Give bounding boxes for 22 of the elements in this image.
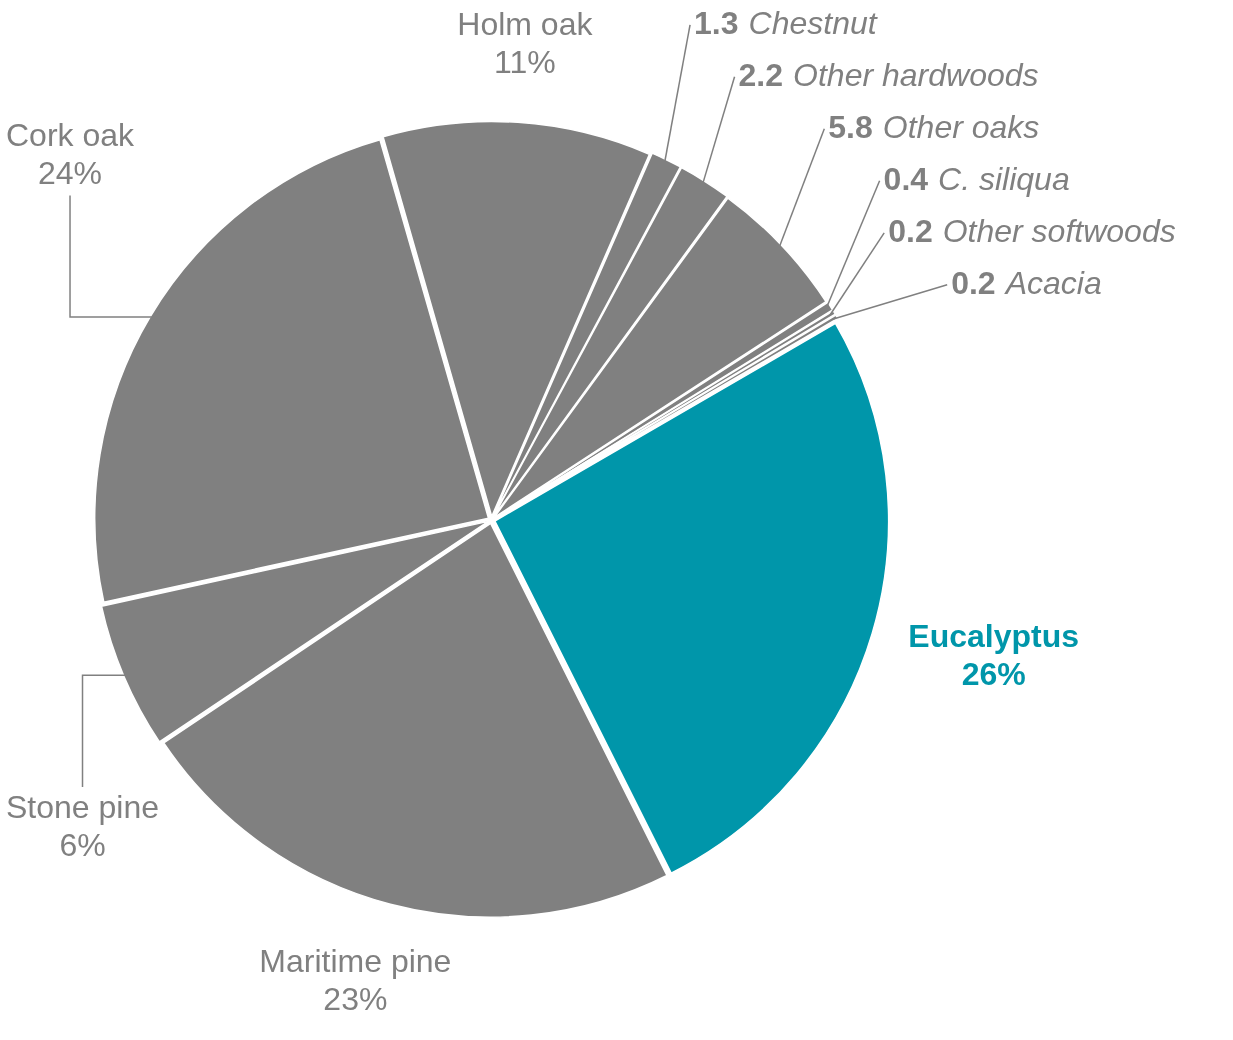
data-label: 2.2	[738, 56, 784, 93]
slice-label: Other oaks	[882, 108, 1040, 145]
slice-label: Other softwoods	[942, 212, 1176, 249]
slice-label: Other hardwoods	[793, 56, 1039, 93]
slice-label: Acacia	[1003, 264, 1102, 301]
slice-label: Stone pine	[6, 788, 160, 825]
data-label: 0.2	[951, 264, 996, 301]
data-label: 23%	[323, 980, 388, 1017]
data-label: 5.8	[828, 108, 873, 145]
slice-label: Cork oak	[6, 117, 136, 154]
data-label: 11%	[494, 44, 556, 81]
slice-label: Chestnut	[748, 4, 878, 41]
slice-label: C. siliqua	[938, 160, 1070, 197]
data-label: 0.2	[888, 212, 933, 249]
data-label: 1.3	[694, 4, 739, 41]
slice-label: Maritime pine	[259, 942, 452, 979]
data-label: 6%	[59, 826, 106, 863]
slice-label: Eucalyptus	[908, 618, 1080, 655]
slice-label: Holm oak	[457, 6, 594, 43]
data-label: 0.4	[883, 160, 929, 197]
data-label: 24%	[38, 155, 103, 192]
data-label: 26%	[961, 656, 1026, 693]
